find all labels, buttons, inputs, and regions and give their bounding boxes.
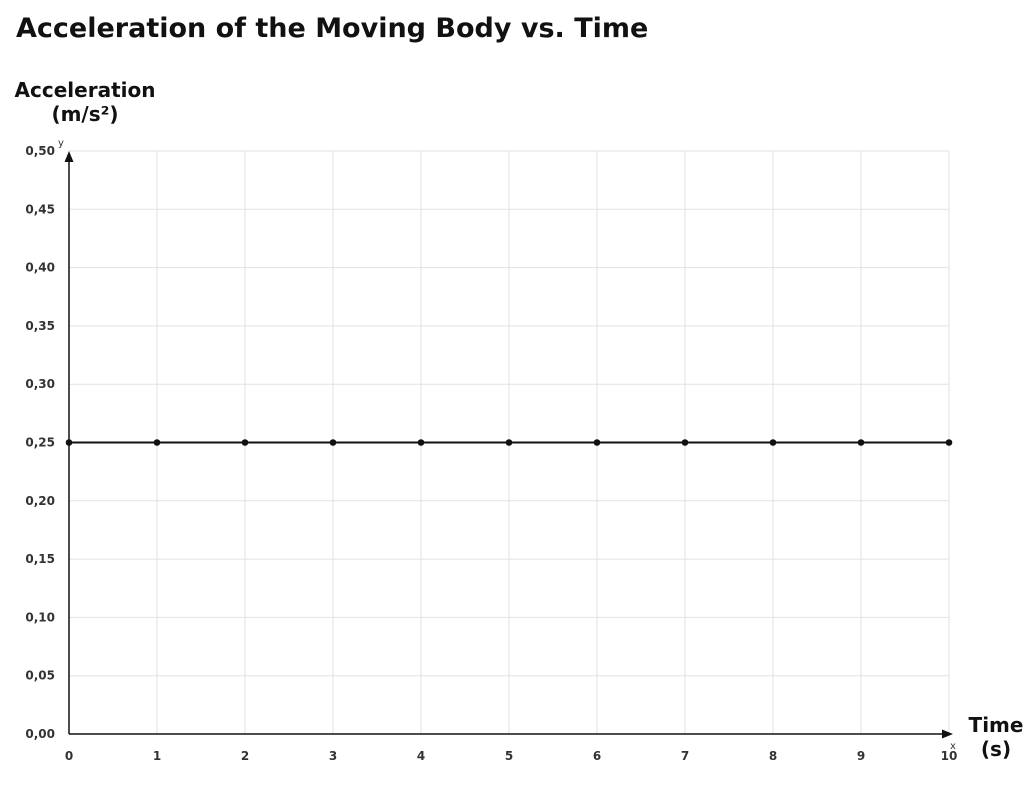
axes: x y (58, 138, 956, 752)
x-tick-label: 8 (769, 749, 777, 763)
x-tick-label: 5 (505, 749, 513, 763)
y-axis-label-line2: (m/s²) (51, 102, 118, 126)
x-axis-arrow-icon (942, 729, 953, 739)
x-tick-label: 4 (417, 749, 425, 763)
data-point (241, 439, 249, 446)
x-axis-letter: x (950, 741, 956, 752)
x-tick-label: 9 (857, 749, 865, 763)
y-axis-arrow-icon (64, 151, 74, 162)
data-point (681, 439, 689, 446)
y-tick-label: 0,20 (25, 494, 55, 508)
data-point (945, 439, 953, 446)
x-tick-labels: 0 1 2 3 4 5 6 7 8 9 10 (65, 749, 958, 763)
data-point (857, 439, 865, 446)
data-point (329, 439, 337, 446)
y-axis-letter: y (58, 138, 64, 149)
y-tick-label: 0,25 (25, 436, 55, 450)
data-point (769, 439, 777, 446)
data-point (593, 439, 601, 446)
x-tick-label: 10 (941, 749, 958, 763)
x-tick-label: 1 (153, 749, 161, 763)
grid (69, 150, 950, 734)
y-tick-labels: 0,00 0,05 0,10 0,15 0,20 0,25 0,30 0,35 0,40 0,45… (25, 144, 55, 741)
series (65, 439, 953, 446)
data-point (505, 439, 513, 446)
y-tick-label: 0,50 (25, 144, 55, 158)
y-tick-label: 0,30 (25, 377, 55, 391)
x-tick-label: 2 (241, 749, 249, 763)
data-point (417, 439, 425, 446)
x-tick-label: 0 (65, 749, 73, 763)
x-tick-label: 6 (593, 749, 601, 763)
y-axis-label-line1: Acceleration (15, 78, 156, 102)
y-tick-label: 0,00 (25, 727, 55, 741)
data-point (153, 439, 161, 446)
y-tick-label: 0,10 (25, 610, 55, 624)
data-point (65, 439, 73, 446)
y-tick-label: 0,45 (25, 202, 55, 216)
chart-title: Acceleration of the Moving Body vs. Time (16, 13, 648, 44)
x-axis-label-line1: Time (969, 713, 1024, 737)
x-tick-label: 7 (681, 749, 689, 763)
y-tick-label: 0,40 (25, 261, 55, 275)
x-tick-label: 3 (329, 749, 337, 763)
x-axis-label-line2: (s) (981, 737, 1011, 761)
y-tick-label: 0,35 (25, 319, 55, 333)
y-tick-label: 0,15 (25, 552, 55, 566)
y-tick-label: 0,05 (25, 669, 55, 683)
